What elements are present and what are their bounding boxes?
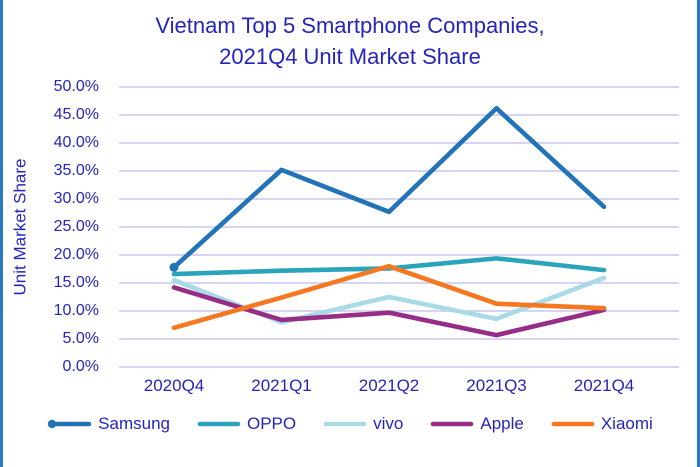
legend-label-oppo: OPPO [247,414,297,434]
legend-swatch-samsung [47,420,92,429]
y-tick-label: 15.0% [53,274,99,292]
y-tick-label: 20.0% [53,246,99,264]
legend-swatch-vivo [323,422,367,427]
legend-item-oppo: OPPO [196,414,296,434]
legend-swatch-oppo [197,422,241,427]
y-axis-title-text: Unit Market Share [10,158,29,296]
y-tick-label: 0.0% [62,358,99,376]
x-tick-label: 2021Q4 [573,376,635,396]
legend-label-vivo: vivo [373,414,404,434]
x-axis-tick-labels: 2020Q4 2021Q1 2021Q2 2021Q3 2021Q4 [113,376,685,400]
y-tick-label: 45.0% [53,106,99,124]
x-tick-label: 2021Q2 [358,376,420,396]
series-start-dot-samsung [169,263,179,273]
chart-title-line-1: Vietnam Top 5 Smartphone Companies, [155,13,545,38]
y-tick-label: 50.0% [53,78,99,96]
legend-item-samsung: Samsung [47,414,170,434]
legend-swatch-dot [47,420,57,429]
legend-swatch-xiaomi [551,422,595,427]
legend-label-apple: Apple [480,414,524,434]
chart-title-line-2: 2021Q4 Unit Market Share [219,44,481,70]
y-tick-label: 10.0% [53,302,99,320]
legend-swatch-apple [431,422,474,427]
x-tick-label: 2021Q3 [466,376,527,396]
legend-item-apple: Apple [429,414,524,434]
plot-area [113,86,685,369]
plot-svg [119,86,679,369]
y-tick-label: 35.0% [53,162,99,180]
series-line-samsung [171,106,607,271]
x-tick-label: 2021Q1 [251,376,312,396]
chart-legend: Samsung OPPO vivo Apple Xiaomi [3,414,697,434]
series-line-xiaomi [171,264,607,331]
y-tick-label: 25.0% [53,218,99,236]
y-tick-label: 40.0% [53,134,99,152]
y-axis-tick-labels: 50.0% 45.0% 40.0% 35.0% 30.0% 25.0% 20.0% 15.0%… [37,78,103,375]
legend-item-vivo: vivo [322,414,403,434]
legend-item-xiaomi: Xiaomi [550,414,653,434]
chart-title: Vietnam Top 5 Smartphone Companies, 2021… [3,0,697,72]
y-axis-title: Unit Market Share [3,86,37,368]
series-line-vivo [171,276,607,325]
y-tick-label: 30.0% [53,190,99,208]
chart-area: Unit Market Share 50.0% 45.0% 40.0% 35.0% 30… [3,78,697,375]
legend-label-samsung: Samsung [98,414,170,434]
legend-label-xiaomi: Xiaomi [600,414,653,434]
x-tick-label: 2020Q4 [143,376,205,396]
y-tick-label: 5.0% [62,330,99,348]
